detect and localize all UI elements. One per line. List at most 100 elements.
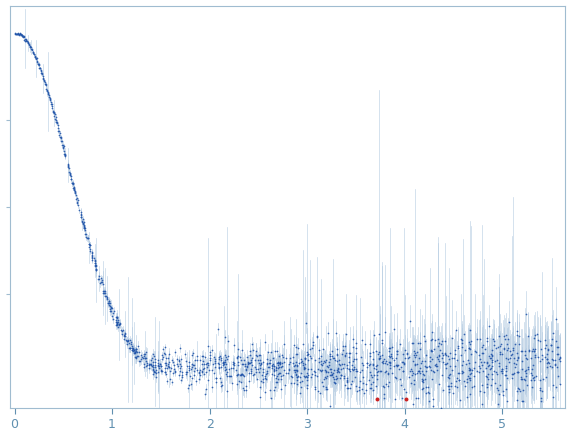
Point [504, 319, 513, 326]
Point [433, 363, 442, 370]
Point [514, 386, 524, 393]
Point [349, 366, 359, 373]
Point [168, 358, 178, 365]
Point [122, 338, 131, 345]
Point [554, 356, 563, 363]
Point [420, 358, 429, 365]
Point [268, 355, 278, 362]
Point [418, 375, 427, 382]
Point [302, 372, 311, 379]
Point [248, 354, 257, 361]
Point [486, 381, 496, 388]
Point [151, 366, 160, 373]
Point [550, 416, 560, 423]
Point [480, 345, 489, 352]
Point [261, 373, 270, 380]
Point [409, 351, 418, 358]
Point [467, 337, 476, 344]
Point [448, 335, 457, 342]
Point [521, 373, 530, 380]
Point [128, 345, 138, 352]
Point [320, 359, 329, 366]
Point [171, 369, 180, 376]
Point [100, 287, 109, 294]
Point [543, 359, 552, 366]
Point [433, 354, 442, 361]
Point [400, 359, 409, 366]
Point [154, 362, 163, 369]
Point [215, 353, 224, 360]
Point [426, 353, 435, 360]
Point [207, 383, 216, 390]
Point [445, 389, 454, 396]
Point [218, 381, 227, 388]
Point [148, 364, 158, 371]
Point [382, 368, 391, 375]
Point [25, 41, 34, 48]
Point [360, 390, 369, 397]
Point [412, 351, 421, 358]
Point [91, 261, 100, 268]
Point [340, 360, 349, 367]
Point [65, 164, 74, 171]
Point [44, 91, 53, 98]
Point [331, 380, 340, 387]
Point [321, 357, 330, 364]
Point [164, 358, 174, 365]
Point [391, 374, 400, 381]
Point [432, 367, 441, 374]
Point [248, 347, 258, 354]
Point [379, 357, 388, 364]
Point [87, 255, 96, 262]
Point [211, 358, 220, 365]
Point [312, 334, 321, 341]
Point [403, 350, 412, 357]
Point [409, 370, 418, 377]
Point [368, 361, 377, 368]
Point [87, 249, 96, 256]
Point [119, 332, 128, 339]
Point [357, 336, 366, 343]
Point [466, 370, 475, 377]
Point [43, 88, 52, 95]
Point [187, 364, 196, 371]
Point [29, 49, 38, 56]
Point [363, 364, 372, 371]
Point [501, 364, 510, 371]
Point [96, 275, 106, 282]
Point [344, 365, 353, 372]
Point [229, 361, 238, 368]
Point [546, 341, 556, 348]
Point [223, 368, 232, 375]
Point [331, 330, 340, 337]
Point [189, 368, 198, 375]
Point [464, 359, 473, 366]
Point [35, 65, 45, 72]
Point [262, 370, 271, 377]
Point [308, 339, 317, 346]
Point [385, 353, 395, 360]
Point [212, 375, 221, 382]
Point [34, 62, 43, 69]
Point [59, 148, 69, 155]
Point [531, 354, 540, 361]
Point [222, 372, 231, 379]
Point [31, 54, 41, 61]
Point [112, 319, 122, 326]
Point [469, 365, 478, 372]
Point [517, 374, 526, 381]
Point [490, 379, 500, 386]
Point [129, 350, 138, 357]
Point [224, 352, 233, 359]
Point [317, 367, 326, 374]
Point [444, 385, 453, 392]
Point [492, 385, 501, 392]
Point [448, 354, 457, 361]
Point [195, 368, 204, 375]
Point [435, 357, 444, 364]
Point [267, 395, 276, 402]
Point [393, 362, 402, 369]
Point [164, 364, 174, 371]
Point [407, 379, 416, 386]
Point [200, 354, 210, 361]
